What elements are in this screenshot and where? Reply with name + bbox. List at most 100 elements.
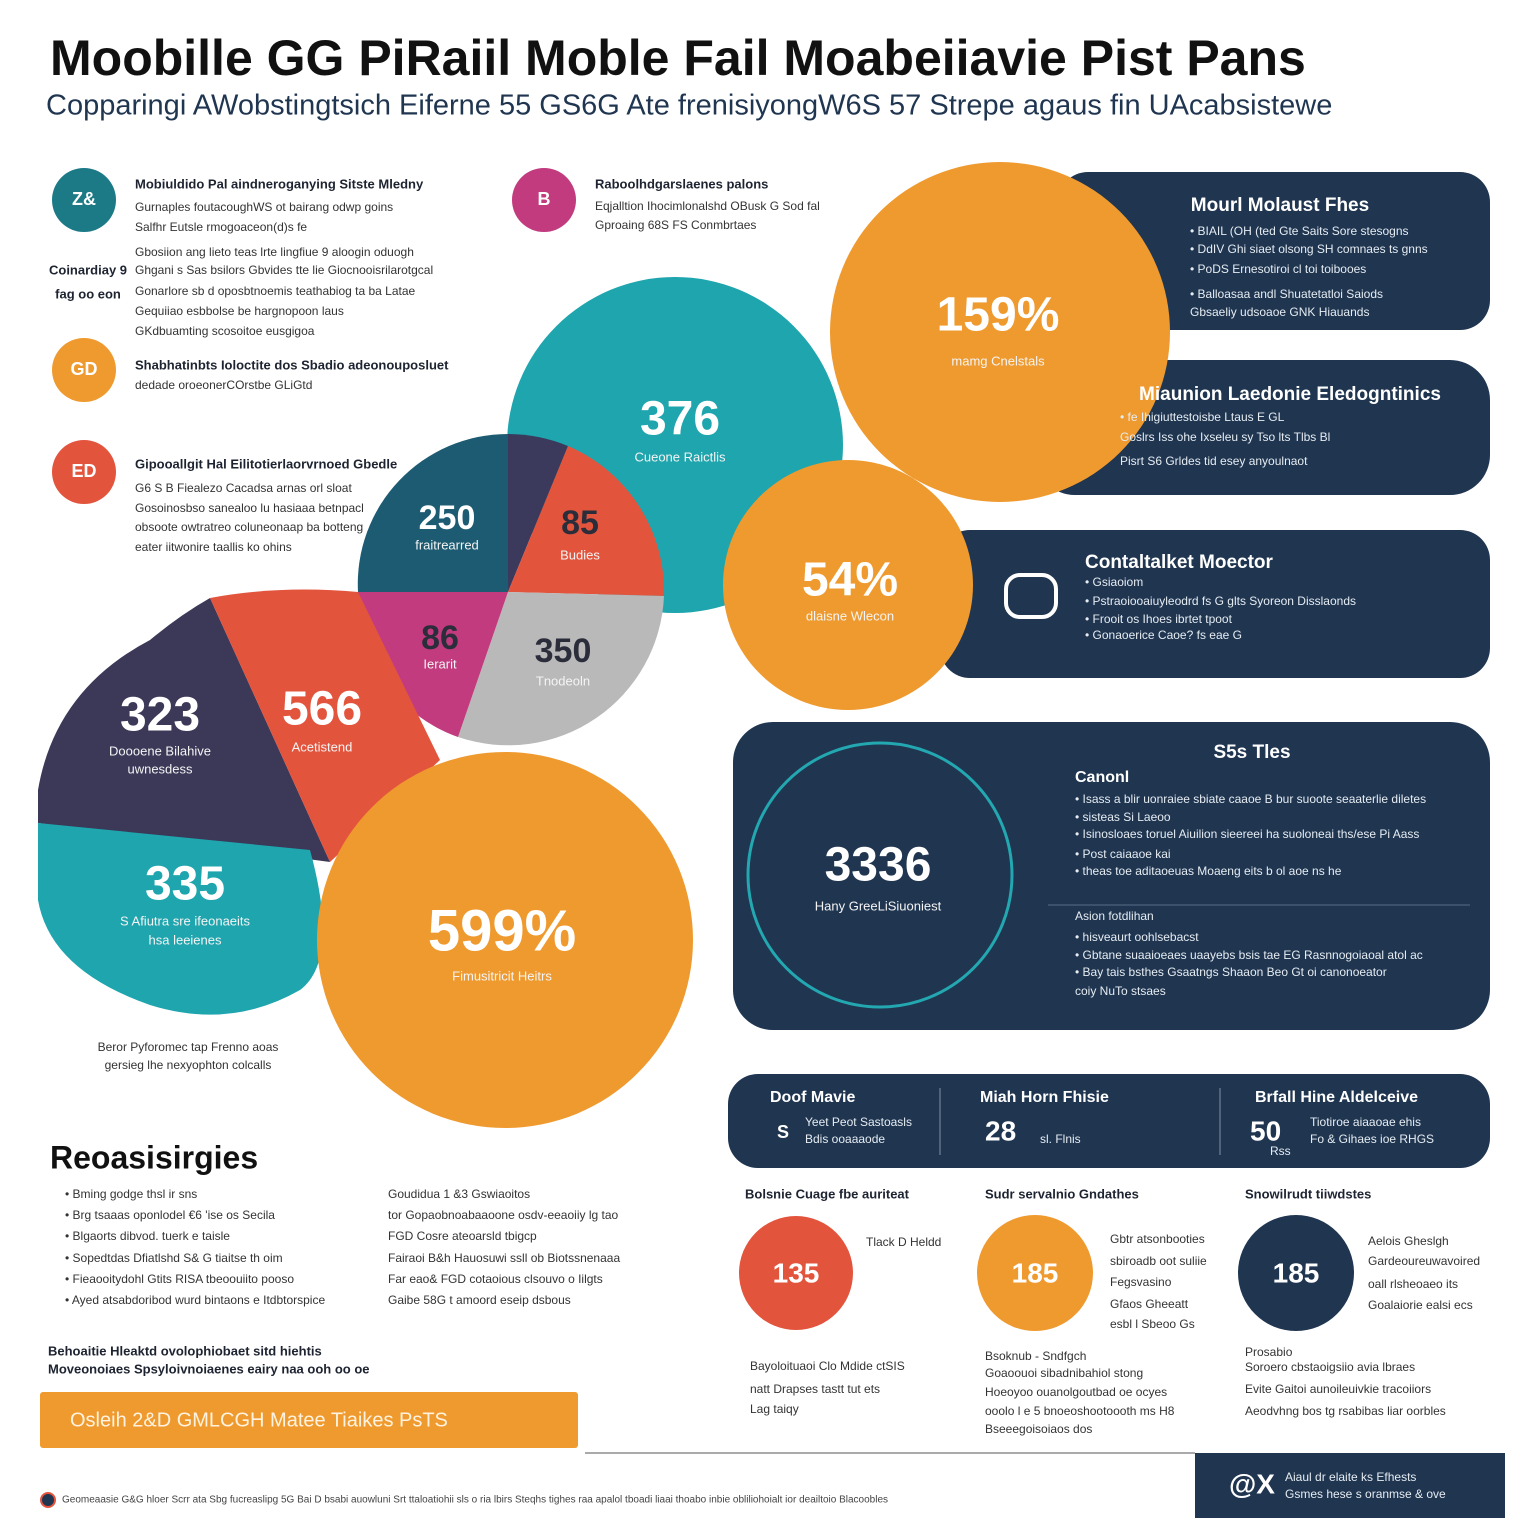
side-label: Coinardiay 9 <box>49 262 127 277</box>
stat-title: Doof Mavie <box>770 1089 855 1106</box>
badge <box>1195 1453 1505 1518</box>
metric-label: Bolsnie Cuage fbe auriteat <box>745 1186 910 1201</box>
feature-text: eater iitwonire taallis ko ohins <box>135 540 292 554</box>
summary-text: • Isass a blir uonraiee sbiate caaoe B b… <box>1075 792 1426 806</box>
pie-caption: Tnodeoln <box>536 673 590 688</box>
reason: • Fieaooitydohl Gtits RISA tbeoouiito po… <box>65 1272 294 1286</box>
badge-text: Aiaul dr elaite ks Efhests <box>1285 1470 1416 1484</box>
feature-title: Mobiuldido Pal aindneroganying Sitste Ml… <box>135 176 424 191</box>
stat-text: Yeet Peot Sastoasls <box>805 1115 912 1129</box>
icon-label: ED <box>71 461 96 481</box>
icon <box>1004 573 1058 619</box>
note: Beror Pyforomec tap Frenno aoas <box>98 1040 279 1054</box>
metric-text: Fegsvasino <box>1110 1275 1172 1289</box>
title: Moobille GG PiRaiil Moble Fail Moabeiiav… <box>50 30 1306 86</box>
pie-slice <box>458 592 664 746</box>
stat-text: Bdis ooaaaode <box>805 1132 885 1146</box>
circle-value: 159% <box>937 289 1060 342</box>
metric-note: ooolo l e 5 bnoeoshootoooth ms H8 <box>985 1404 1175 1418</box>
summary-text: • Isinosloaes toruel Aiuilion sieereei h… <box>1075 827 1419 841</box>
feature-text: Gosoinosbso sanealoo lu hasiaaa betnpacl <box>135 501 364 515</box>
circle <box>723 460 973 710</box>
summary-value: 3336 <box>825 839 932 892</box>
circle <box>317 752 693 1128</box>
reason: FGD Cosre ateoarsld tbigcp <box>388 1229 537 1243</box>
badge-text: Gsmes hese s oranmse & ove <box>1285 1487 1446 1501</box>
pie-slice <box>357 433 508 592</box>
feature-title: Shabhatinbts Ioloctite dos Sbadio adeono… <box>135 357 449 372</box>
panel-text: • BIAIL (OH (ted Gte Saits Sore stesogns <box>1190 224 1409 238</box>
metric-label: Snowilrudt tiiwdstes <box>1245 1186 1371 1201</box>
pie-slice <box>508 446 665 596</box>
block-caption: Acetistend <box>292 739 353 754</box>
ring <box>746 741 1014 1009</box>
panel-text: • Gsiaoiom <box>1085 575 1143 589</box>
reason: tor Gopaobnoabaaoone osdv-eeaoiiy lg tao <box>388 1208 619 1222</box>
section-title: Reoasisirgies <box>50 1139 258 1175</box>
block-value: 335 <box>145 858 225 911</box>
panel-title: Miaunion Laedonie Eledogntinics <box>1139 384 1441 405</box>
metric-note: Bayoloituaoi Clo Mdide ctSIS <box>750 1359 905 1373</box>
icon-label: GD <box>71 359 98 379</box>
block-caption: hsa leeienes <box>149 932 222 947</box>
badge-icon: @X <box>1229 1468 1275 1499</box>
block-caption: Doooene Bilahive <box>109 743 211 758</box>
circle <box>1238 1215 1354 1331</box>
metric-text: sbiroadb oot suliie <box>1110 1254 1207 1268</box>
stats-bar <box>728 1074 1490 1168</box>
stat-unit: Rss <box>1270 1144 1291 1158</box>
panel-text: • Frooit os Ihoes ibrtet tpoot <box>1085 612 1233 626</box>
metric-value: 135 <box>773 1257 820 1288</box>
icon <box>512 168 576 232</box>
pie-slice <box>508 434 568 592</box>
icon <box>52 440 116 504</box>
metric-note: Evite Gaitoi aunoileuivkie tracoiiors <box>1245 1382 1431 1396</box>
pie-value: 85 <box>561 504 599 542</box>
pie-caption: fraitrearred <box>415 537 479 552</box>
feature-text: Gonarlore sb d oposbtnoemis teathabiog t… <box>135 284 416 298</box>
metric-text: Tlack D Heldd <box>866 1235 941 1249</box>
reason: • Brg tsaaas oponlodel €6 'ise os Secila <box>65 1208 275 1222</box>
feature-text: Gequiiao esbbolse be hargnopoon laus <box>135 304 344 318</box>
panel-text: • Gonaoerice Caoe? fs eae G <box>1085 628 1242 642</box>
metric-text: esbl l Sbeoo Gs <box>1110 1317 1195 1331</box>
reason: • Blgaorts dibvod. tuerk e taisle <box>65 1229 230 1243</box>
metric-note: Aeodvhng bos tg rsabibas liar oorbles <box>1245 1404 1446 1418</box>
stat-icon: S <box>777 1122 789 1142</box>
metric-text: Aelois Gheslgh <box>1368 1234 1449 1248</box>
panel-text: • Pstraoiooaiuyleodrd fs G glts Syoreon … <box>1085 594 1356 608</box>
side-label: fag oo eon <box>55 286 121 301</box>
metric-note: Soroero cbstaoigsiio avia lbraes <box>1245 1360 1415 1374</box>
feature-text: dedade oroeonerCOrstbe GLiGtd <box>135 378 312 392</box>
circle-caption: Fimusitricit Heitrs <box>452 968 552 983</box>
block-value: 323 <box>120 689 200 742</box>
feature-title: Raboolhdgarslaenes palons <box>595 176 768 191</box>
reason: • Bming godge thsl ir sns <box>65 1187 197 1201</box>
summary-text: • hisveaurt oohlsebacst <box>1075 930 1199 944</box>
panel-title: Mourl Molaust Fhes <box>1191 195 1369 216</box>
circle-value: 376 <box>640 393 720 446</box>
panel-text: Goslrs Iss ohe Ixseleu sy Tso lts Tlbs B… <box>1120 430 1330 444</box>
summary-text: • Bay tais bsthes Gsaatngs Shaaon Beo Gt… <box>1075 965 1387 979</box>
pie-caption: Budies <box>560 547 600 562</box>
cta-text: Osleih 2&D GMLCGH Matee Tiaikes PsTS <box>70 1409 448 1431</box>
stat-value: 50 <box>1250 1115 1281 1146</box>
circle <box>977 1215 1093 1331</box>
panel <box>940 530 1490 678</box>
summary-text: • Post caiaaoe kai <box>1075 847 1171 861</box>
summary-text: • Gbtane suaaioeaes uaayebs bsis tae EG … <box>1075 948 1423 962</box>
subtitle: Copparingi AWobstingtsich Eiferne 55 GS6… <box>46 90 1332 122</box>
reason: • Ayed atsabdoribod wurd bintaons e Itdb… <box>65 1293 325 1307</box>
stat-value: 28 <box>985 1115 1016 1146</box>
metric-value: 185 <box>1012 1257 1059 1288</box>
circle-value: 54% <box>802 554 898 607</box>
icon-label: B <box>538 189 551 209</box>
reason: Goudidua 1 &3 Gswiaoitos <box>388 1187 530 1201</box>
reason-note: Behoaitie Hleaktd ovolophiobaet sitd hie… <box>48 1343 322 1358</box>
panel <box>1058 172 1490 330</box>
metric-text: Gardeoureuwavoired <box>1368 1254 1480 1268</box>
circle <box>830 162 1170 502</box>
metric-label: Sudr servalnio Gndathes <box>985 1186 1139 1201</box>
reason: Fairaoi B&h Hauosuwi ssll ob Biotssnenaa… <box>388 1251 620 1265</box>
